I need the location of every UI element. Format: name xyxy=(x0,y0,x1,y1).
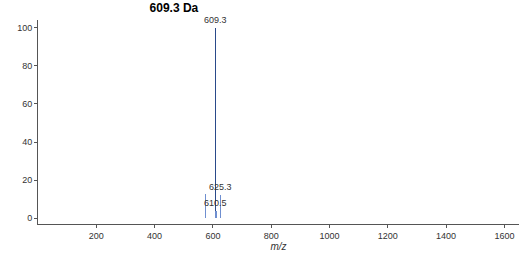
svg-text:80: 80 xyxy=(22,61,32,71)
svg-text:1400: 1400 xyxy=(436,231,456,241)
svg-text:610.5: 610.5 xyxy=(204,198,227,208)
svg-text:60: 60 xyxy=(22,99,32,109)
svg-text:m/z: m/z xyxy=(270,241,286,252)
svg-text:625.3: 625.3 xyxy=(209,182,232,192)
svg-text:1200: 1200 xyxy=(378,231,398,241)
svg-text:20: 20 xyxy=(22,175,32,185)
svg-text:100: 100 xyxy=(17,23,32,33)
svg-text:40: 40 xyxy=(22,137,32,147)
svg-text:600: 600 xyxy=(205,231,220,241)
svg-text:400: 400 xyxy=(147,231,162,241)
svg-text:1000: 1000 xyxy=(320,231,340,241)
svg-text:0: 0 xyxy=(27,213,32,223)
svg-text:609.3 Da: 609.3 Da xyxy=(150,1,199,15)
svg-text:609.3: 609.3 xyxy=(204,15,227,25)
svg-text:800: 800 xyxy=(264,231,279,241)
svg-text:200: 200 xyxy=(89,231,104,241)
svg-text:1600: 1600 xyxy=(494,231,514,241)
